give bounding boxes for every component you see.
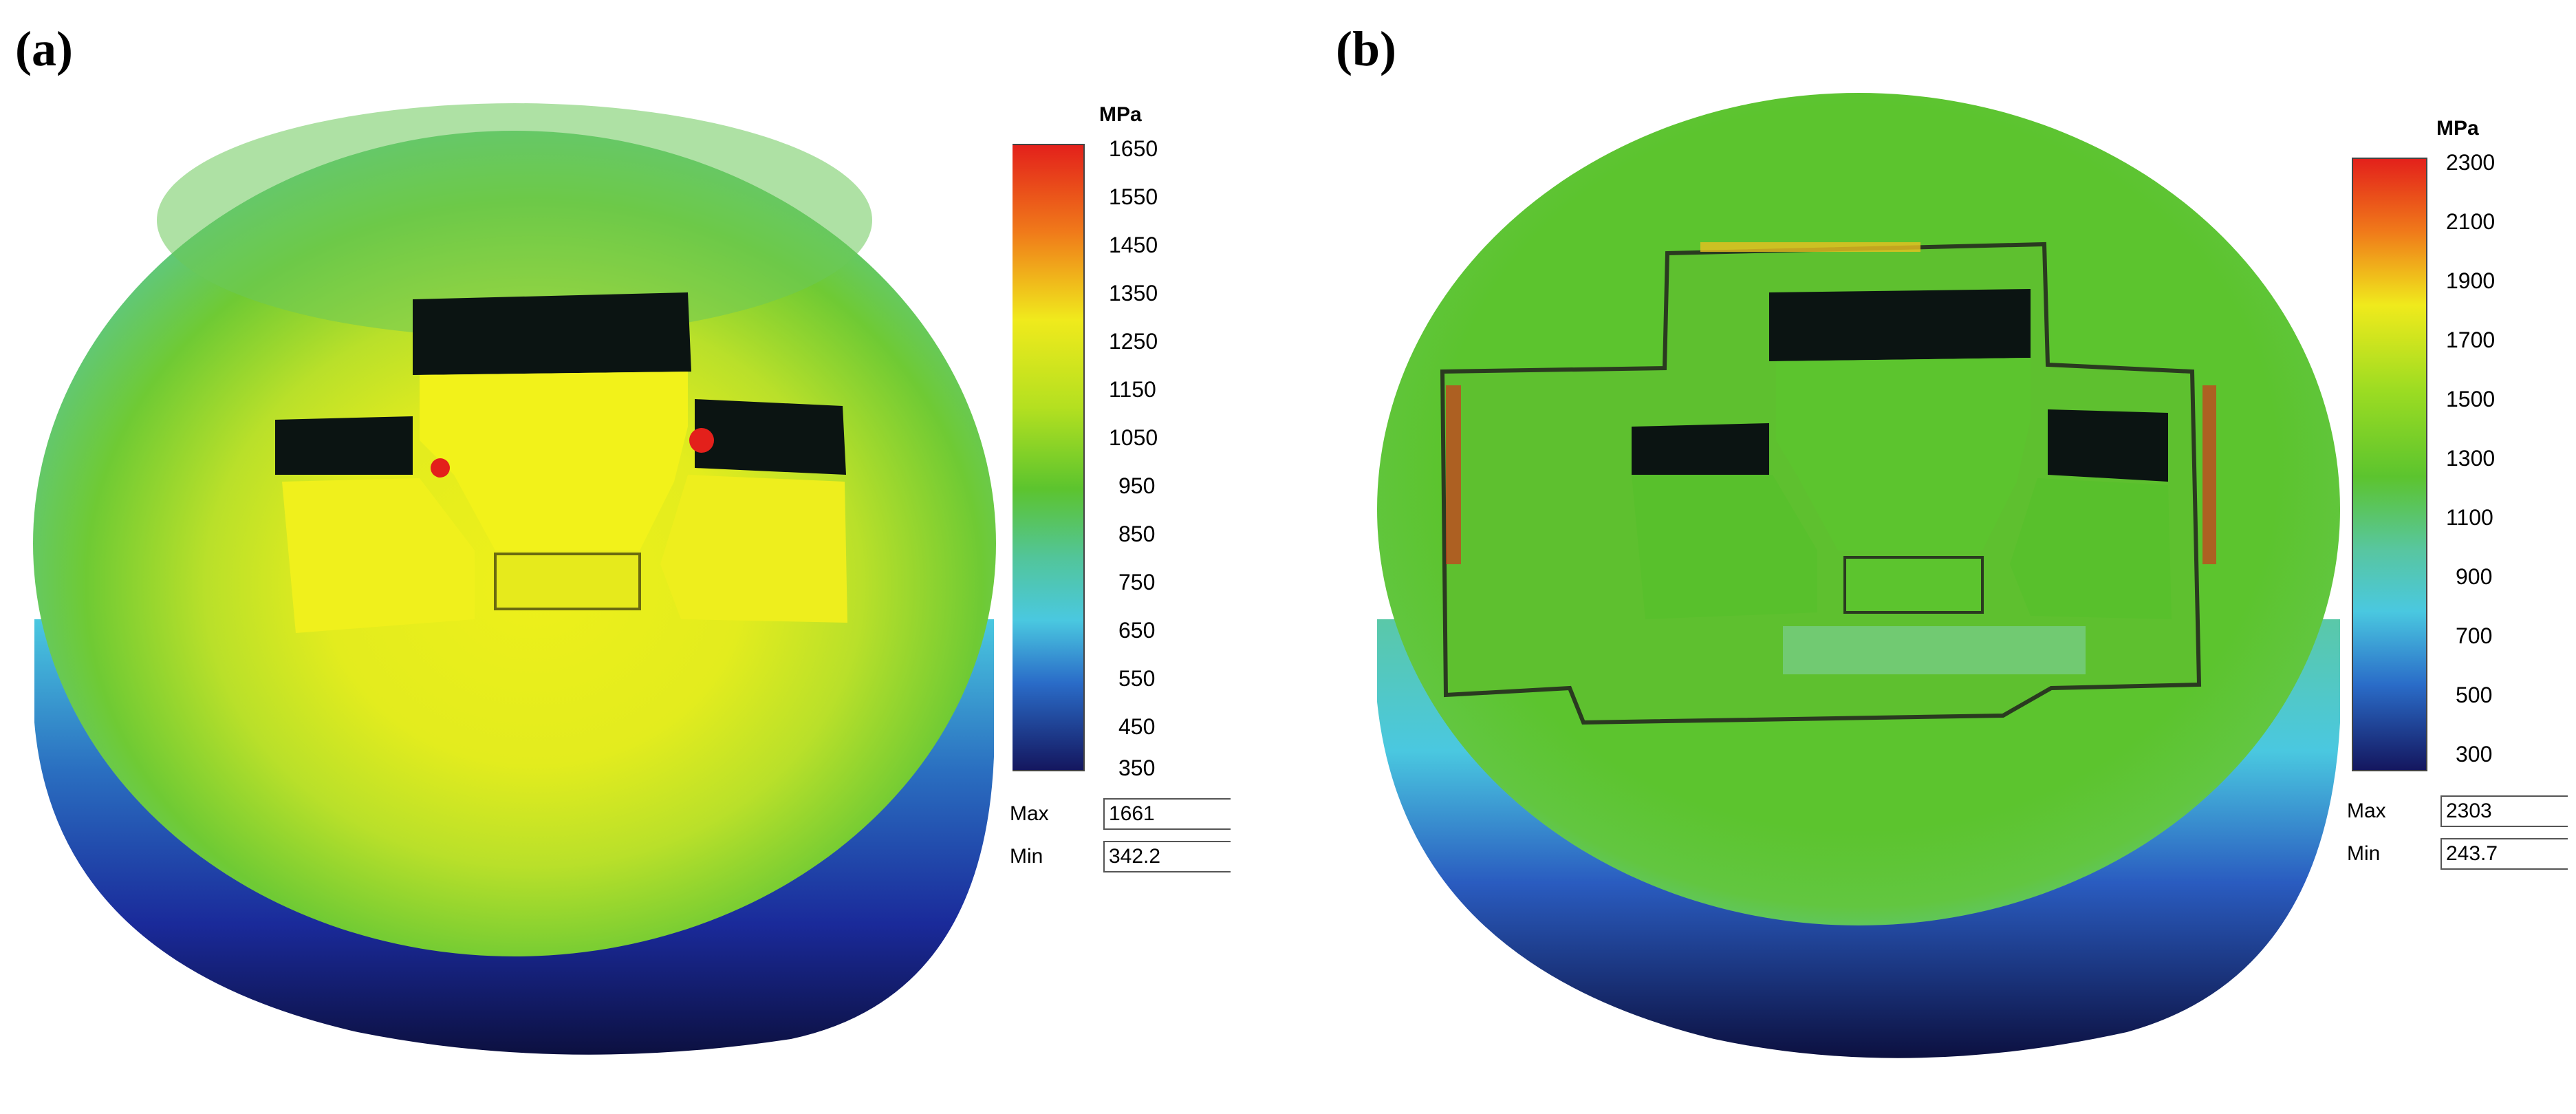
colorbar-tick: 500 [2456,683,2493,707]
colorbar-tick: 1650 [1109,136,1158,161]
colorbar-unit: MPa [2436,117,2479,140]
colorbar-tick: 900 [2456,564,2493,589]
colorbar-tick: 450 [1118,714,1156,739]
stress-contour-image-b [1377,93,2427,1058]
colorbar-tick: 1900 [2446,268,2496,293]
colorbar-tick: 1550 [1109,184,1158,209]
max-label: Max [2347,800,2386,822]
colorbar-tick: 1050 [1109,425,1158,450]
colorbar-tick: 950 [1118,473,1156,498]
colorbar-tick: 1100 [2446,505,2493,530]
colorbar-unit: MPa [1099,103,1142,126]
min-label: Min [2347,842,2381,865]
colorbar-tick: 700 [2456,623,2493,648]
colorbar-tick: 350 [1118,756,1156,780]
max-value: 1661 [1103,798,1231,830]
colorbar-tick: 300 [2456,742,2493,767]
colorbar-tick: 1350 [1109,281,1158,306]
colorbar-tick: 2300 [2446,150,2496,175]
colorbar-tick: 1150 [1109,377,1156,402]
stress-contour-image-a [33,103,1085,1055]
min-value: 342.2 [1103,841,1231,872]
colorbar-tick: 1450 [1109,233,1158,257]
panel-a: (a) MPa 1650 1550 1450 1350 1250 1150 10… [15,21,1231,1055]
panel-b: (b) MPa 2300 2100 1900 1700 1500 1300 11… [1288,0,2576,1114]
panel-label: (b) [1336,21,1396,76]
colorbar-tick: 850 [1118,522,1156,546]
panel-label: (a) [15,21,73,76]
colorbar-tick: 550 [1118,666,1156,691]
colorbar-tick: 650 [1118,618,1156,643]
colorbar-tick: 1500 [2446,387,2496,411]
colorbar-tick: 1700 [2446,328,2496,352]
colorbar-tick: 2100 [2446,209,2496,234]
max-value: 2303 [2440,795,2568,827]
min-label: Min [1010,845,1043,868]
colorbar-tick: 750 [1118,570,1156,595]
colorbar-tick: 1250 [1109,329,1158,354]
min-value: 243.7 [2440,838,2568,870]
colorbar-tick: 1300 [2446,446,2496,471]
max-label: Max [1010,802,1049,825]
